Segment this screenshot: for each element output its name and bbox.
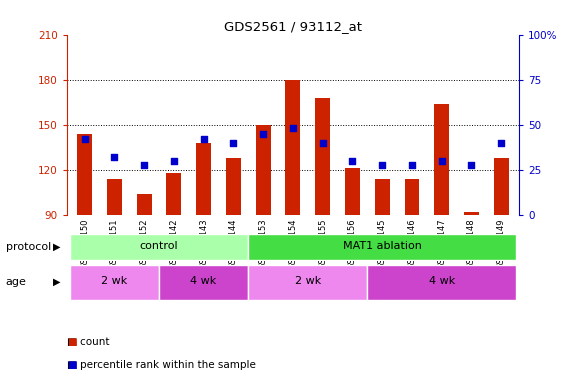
Point [169,158,179,164]
Point [318,140,327,146]
Point [378,161,387,167]
Text: GSM154149: GSM154149 [496,218,506,269]
Point [139,161,148,167]
Text: GSM154142: GSM154142 [169,218,178,269]
Text: GSM154156: GSM154156 [348,218,357,269]
Point [229,140,238,146]
Text: GSM154144: GSM154144 [229,218,238,269]
Text: GSM154153: GSM154153 [259,218,267,269]
Text: MAT1 ablation: MAT1 ablation [343,241,422,251]
Text: 2 wk: 2 wk [295,276,321,286]
Bar [248,265,367,300]
Point [288,125,298,131]
Point [199,136,208,142]
Text: GSM154148: GSM154148 [467,218,476,269]
Bar [367,265,516,300]
Bar [137,194,151,215]
Text: age: age [6,277,27,287]
Point [110,154,119,161]
Bar [248,234,516,260]
Title: GDS2561 / 93112_at: GDS2561 / 93112_at [224,20,362,33]
Bar [315,98,330,215]
Text: ■: ■ [67,337,77,347]
Text: GSM154155: GSM154155 [318,218,327,269]
Text: control: control [140,241,178,251]
Point [437,158,447,164]
Point [348,158,357,164]
Text: GSM154151: GSM154151 [110,218,119,269]
Bar [196,143,211,215]
Text: ■: ■ [67,360,77,370]
Bar [77,134,92,215]
Bar [256,125,271,215]
Text: ▶: ▶ [53,242,60,252]
Point [496,140,506,146]
Bar [494,158,509,215]
Text: protocol: protocol [6,242,51,252]
Bar [404,179,419,215]
Bar [285,80,300,215]
Text: GSM154143: GSM154143 [199,218,208,269]
Text: ▶: ▶ [53,277,60,287]
Bar [434,104,449,215]
Bar [464,212,479,215]
Bar [70,265,159,300]
Point [407,161,416,167]
Bar [159,265,248,300]
Text: GSM154150: GSM154150 [80,218,89,269]
Text: 4 wk: 4 wk [190,276,217,286]
Point [259,131,268,137]
Text: ■ count: ■ count [67,337,109,347]
Bar [70,234,248,260]
Text: 4 wk: 4 wk [429,276,455,286]
Text: GSM154146: GSM154146 [408,218,416,269]
Point [467,161,476,167]
Text: ■ percentile rank within the sample: ■ percentile rank within the sample [67,360,256,370]
Text: GSM154152: GSM154152 [140,218,148,269]
Text: GSM154145: GSM154145 [378,218,387,269]
Point [80,136,89,142]
Bar [226,158,241,215]
Bar [166,173,182,215]
Text: 2 wk: 2 wk [101,276,128,286]
Bar [107,179,122,215]
Text: GSM154147: GSM154147 [437,218,446,269]
Bar [345,169,360,215]
Text: GSM154154: GSM154154 [288,218,298,269]
Bar [375,179,390,215]
